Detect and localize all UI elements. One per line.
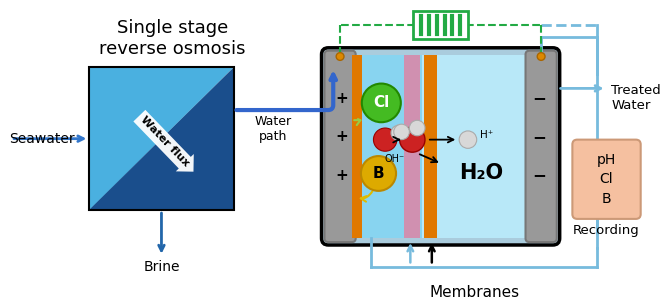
Circle shape (394, 124, 409, 140)
Text: Single stage
reverse osmosis: Single stage reverse osmosis (99, 19, 245, 58)
Text: +: + (335, 91, 348, 105)
FancyBboxPatch shape (526, 51, 557, 242)
Text: +: + (335, 129, 348, 144)
Text: Treated
Water: Treated Water (612, 84, 661, 112)
Text: pH
Cl
B: pH Cl B (597, 153, 616, 206)
FancyBboxPatch shape (413, 11, 468, 39)
Bar (424, 55, 437, 238)
Polygon shape (89, 67, 234, 210)
Circle shape (400, 127, 425, 152)
FancyBboxPatch shape (573, 140, 640, 219)
Bar (422, 55, 530, 238)
Text: H₂O: H₂O (459, 164, 503, 184)
FancyBboxPatch shape (321, 48, 560, 245)
Circle shape (362, 84, 401, 122)
Bar (405, 55, 420, 238)
Text: −: − (532, 166, 546, 185)
FancyBboxPatch shape (325, 51, 355, 242)
Bar (89, 67, 234, 210)
Text: Cl: Cl (373, 95, 390, 110)
Circle shape (459, 131, 476, 148)
Circle shape (391, 125, 407, 141)
Text: B: B (373, 166, 384, 181)
Text: Membranes: Membranes (429, 285, 519, 300)
Circle shape (361, 156, 396, 191)
Bar (351, 55, 422, 238)
Text: −: − (532, 89, 546, 107)
Text: −: − (532, 128, 546, 146)
Circle shape (374, 128, 397, 151)
Text: +: + (335, 168, 348, 183)
Text: Brine: Brine (143, 261, 179, 275)
Polygon shape (89, 67, 234, 210)
Text: Seawater: Seawater (9, 132, 75, 146)
Text: OH⁻: OH⁻ (385, 154, 405, 164)
Text: Recording: Recording (573, 224, 640, 237)
Circle shape (409, 120, 425, 136)
FancyArrowPatch shape (354, 119, 360, 125)
Text: H⁺: H⁺ (480, 130, 493, 140)
Text: Water
path: Water path (254, 115, 291, 143)
Bar (351, 55, 362, 238)
Text: Water flux: Water flux (138, 115, 191, 168)
Circle shape (336, 53, 344, 60)
FancyArrowPatch shape (361, 191, 372, 202)
Circle shape (537, 53, 545, 60)
